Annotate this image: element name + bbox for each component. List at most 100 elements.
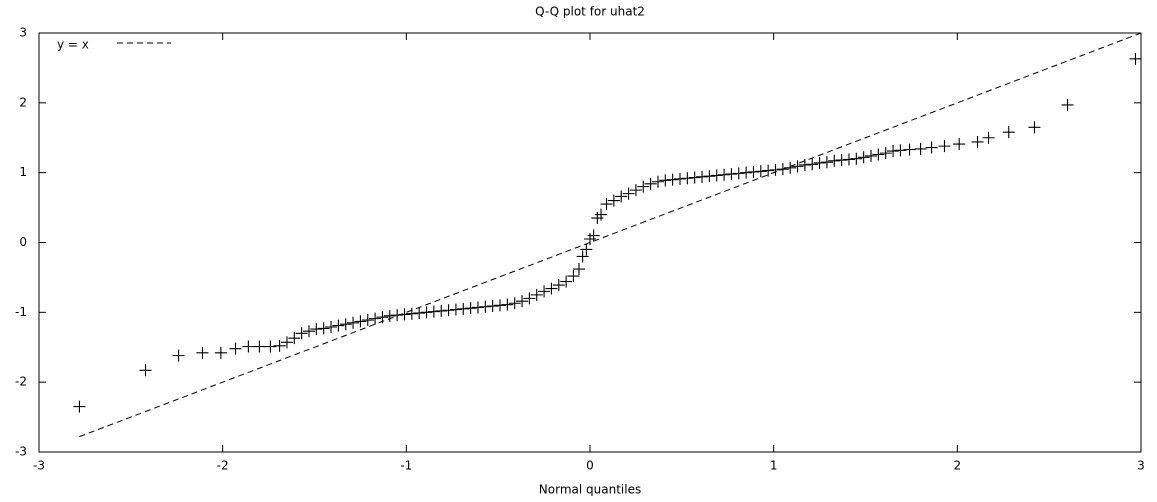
point — [325, 320, 338, 333]
point — [710, 169, 723, 182]
point — [696, 170, 709, 183]
point — [806, 158, 819, 171]
point — [310, 323, 323, 336]
reference-line — [79, 32, 1142, 438]
point — [1129, 52, 1142, 65]
point — [253, 340, 266, 353]
point — [732, 167, 745, 180]
point — [214, 346, 227, 359]
point — [607, 194, 620, 207]
y-tick-label: 2 — [19, 95, 27, 109]
point — [651, 175, 664, 188]
x-tick-label: 1 — [770, 459, 778, 473]
x-tick-label: 0 — [586, 459, 594, 473]
point — [587, 229, 600, 242]
y-tick-label: 3 — [19, 26, 27, 40]
point — [398, 308, 411, 321]
point — [637, 180, 650, 193]
point — [622, 187, 635, 200]
point — [872, 148, 885, 161]
point — [703, 170, 716, 183]
point — [791, 160, 804, 173]
point — [615, 190, 628, 203]
point — [354, 315, 367, 328]
point — [842, 153, 855, 166]
point — [762, 164, 775, 177]
chart-title: Q-Q plot for uhat2 — [535, 5, 645, 19]
point — [644, 177, 657, 190]
point — [530, 288, 543, 301]
point — [820, 156, 833, 169]
point — [449, 303, 462, 316]
point — [172, 349, 185, 362]
point — [769, 163, 782, 176]
point — [865, 149, 878, 162]
point — [435, 304, 448, 317]
point — [903, 143, 916, 156]
point — [339, 318, 352, 331]
point — [479, 300, 492, 313]
point — [813, 156, 826, 169]
y-tick-label: 0 — [19, 235, 27, 249]
point — [457, 302, 470, 315]
point — [938, 140, 951, 153]
x-tick-label: -3 — [33, 459, 45, 473]
point — [688, 171, 701, 184]
y-tick-label: -3 — [15, 445, 27, 459]
point — [567, 270, 580, 283]
point — [229, 342, 242, 355]
point — [1002, 126, 1015, 139]
point — [376, 311, 389, 324]
point — [681, 172, 694, 185]
point — [659, 174, 672, 187]
point — [572, 263, 585, 276]
point — [508, 297, 521, 310]
point — [273, 339, 286, 352]
point — [73, 400, 86, 413]
point — [982, 131, 995, 144]
point — [196, 346, 209, 359]
point — [516, 295, 529, 308]
point — [538, 285, 551, 298]
point — [971, 135, 984, 148]
point — [850, 152, 863, 165]
point — [894, 144, 907, 157]
point — [673, 172, 686, 185]
point — [914, 142, 927, 155]
x-tick-label: -1 — [400, 459, 412, 473]
point — [139, 364, 152, 377]
point — [784, 161, 797, 174]
y-tick-label: -1 — [15, 305, 27, 319]
point — [405, 307, 418, 320]
x-axis-label: Normal quantiles — [539, 483, 641, 497]
point — [280, 336, 293, 349]
point — [486, 300, 499, 313]
point — [887, 145, 900, 158]
point — [718, 168, 731, 181]
point — [369, 312, 382, 325]
point — [1061, 98, 1074, 111]
point — [747, 165, 760, 178]
point — [879, 147, 892, 160]
y-tick-label: 1 — [19, 165, 27, 179]
point — [595, 208, 608, 221]
point — [725, 168, 738, 181]
point — [494, 299, 507, 312]
point — [1028, 121, 1041, 134]
point — [347, 316, 360, 329]
point — [523, 292, 536, 305]
point — [295, 327, 308, 340]
point — [776, 163, 789, 176]
point — [501, 298, 514, 311]
point — [666, 173, 679, 186]
point — [835, 154, 848, 167]
point — [332, 319, 345, 332]
point — [302, 325, 315, 338]
point — [857, 151, 870, 164]
point — [953, 138, 966, 151]
point — [442, 304, 455, 317]
point — [471, 301, 484, 314]
point — [828, 154, 841, 167]
